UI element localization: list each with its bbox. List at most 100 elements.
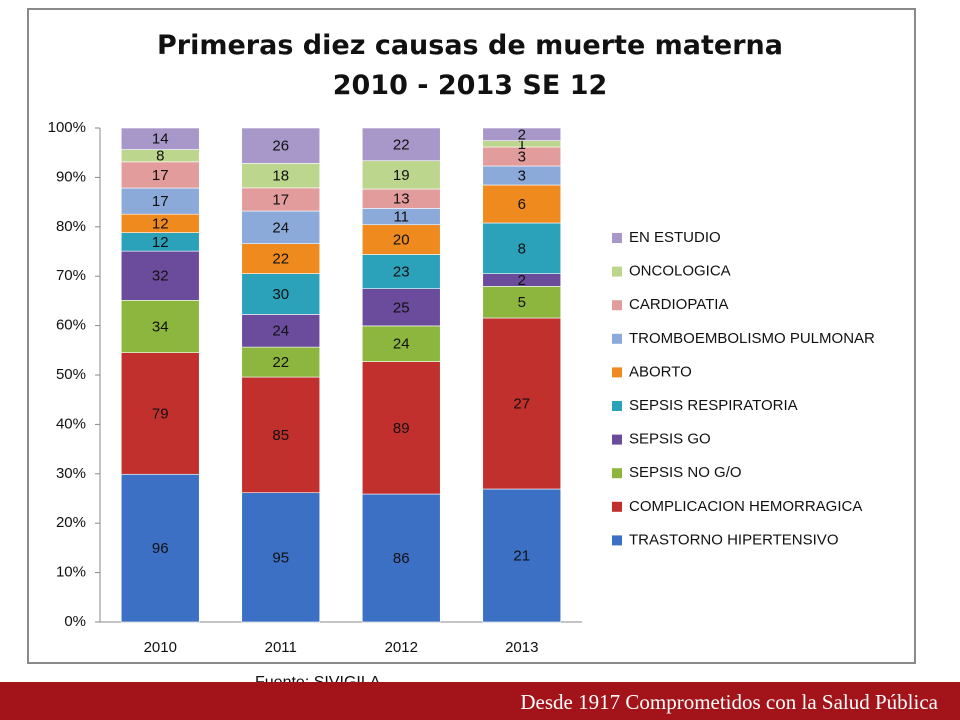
legend-label: EN ESTUDIO [629, 229, 721, 246]
data-label: 22 [272, 354, 289, 371]
x-tick-label: 2012 [385, 639, 418, 656]
chart-title: Primeras diez causas de muerte materna 2… [157, 30, 783, 101]
bar-segment [361, 224, 441, 255]
bar-segment [361, 288, 441, 327]
data-label: 25 [393, 299, 410, 316]
legend-swatch [612, 300, 622, 311]
legend-label: CARDIOPATIA [629, 296, 728, 313]
data-label: 1 [518, 136, 526, 153]
legend-label: ABORTO [629, 363, 692, 380]
data-label: 13 [393, 191, 410, 208]
bar-segment [361, 493, 441, 623]
y-tick-label: 20% [56, 514, 86, 531]
data-label: 96 [152, 540, 169, 557]
data-label: 12 [152, 215, 169, 232]
data-label: 24 [393, 336, 410, 353]
data-label: 14 [152, 131, 169, 148]
bar-segment [482, 488, 562, 623]
data-label: 89 [393, 420, 410, 437]
legend-swatch [612, 367, 622, 378]
bar-segment [241, 346, 321, 378]
data-label: 5 [518, 294, 526, 311]
y-tick-label: 10% [56, 564, 86, 581]
y-tick-label: 70% [56, 267, 86, 284]
data-label: 34 [152, 318, 169, 335]
legend-swatch [612, 434, 622, 445]
data-label: 85 [272, 427, 289, 444]
y-tick-label: 0% [64, 613, 86, 630]
legend-label: TRASTORNO HIPERTENSIVO [629, 531, 838, 548]
bar-segment [241, 273, 321, 315]
y-tick-label: 40% [56, 415, 86, 432]
data-label: 8 [518, 240, 526, 257]
bar-segment [120, 127, 200, 150]
y-tick-label: 30% [56, 465, 86, 482]
legend-swatch [612, 401, 622, 411]
bar-segment [241, 163, 321, 189]
data-label: 24 [272, 323, 289, 340]
data-label: 32 [152, 268, 169, 285]
legend-label: ONCOLOGICA [629, 263, 731, 280]
legend-swatch [612, 501, 622, 512]
data-label: 22 [393, 136, 410, 153]
data-label: 21 [513, 547, 530, 564]
data-label: 2 [518, 272, 526, 289]
data-label: 3 [518, 167, 526, 184]
bar-segment [361, 160, 441, 190]
bar-segment [361, 325, 441, 362]
x-tick-label: 2013 [505, 639, 538, 656]
bar-segment [241, 376, 321, 494]
data-label: 17 [152, 193, 169, 210]
legend-label: SEPSIS GO [629, 431, 711, 448]
data-label: 11 [393, 209, 409, 226]
bar-segment [482, 317, 562, 490]
y-tick-label: 60% [56, 317, 86, 334]
footer-text: Desde 1917 Comprometidos con la Salud Pú… [520, 690, 938, 714]
legend-swatch [612, 535, 622, 546]
data-label: 22 [272, 251, 289, 268]
legend-swatch [612, 468, 622, 479]
chart-frame [27, 8, 916, 664]
x-tick-label: 2011 [265, 639, 297, 656]
bar-segment [120, 300, 200, 353]
data-label: 17 [152, 167, 169, 184]
y-tick-label: 100% [48, 119, 86, 136]
bar-segment [482, 127, 562, 141]
data-label: 95 [272, 549, 289, 566]
bar-segment [120, 250, 200, 301]
bar-segment [241, 314, 321, 348]
legend-label: SEPSIS NO G/O [629, 464, 742, 481]
bar-segment [241, 127, 321, 164]
bar-segment [482, 222, 562, 274]
bar-segment [120, 473, 200, 623]
legend-swatch [612, 333, 622, 344]
legend-label: COMPLICACION HEMORRAGICA [629, 498, 862, 515]
data-label: 6 [518, 196, 526, 213]
data-label: 3 [518, 148, 526, 165]
y-tick-label: 80% [56, 218, 86, 235]
data-label: 23 [393, 264, 410, 281]
data-label: 17 [272, 191, 289, 208]
data-label: 86 [393, 550, 410, 567]
data-label: 30 [272, 286, 289, 303]
bar-segment [361, 361, 441, 495]
data-label: 8 [156, 148, 164, 165]
data-label: 27 [513, 395, 530, 412]
bar-segment [241, 492, 321, 623]
legend-label: TROMBOEMBOLISMO PULMONAR [629, 330, 875, 347]
y-tick-label: 50% [56, 366, 86, 383]
legend-swatch [612, 266, 622, 277]
data-label: 2 [518, 126, 526, 143]
data-label: 19 [393, 167, 410, 184]
bar-segment [361, 254, 441, 289]
legend-swatch [612, 233, 622, 243]
data-label: 12 [152, 234, 169, 251]
y-tick-label: 90% [56, 168, 86, 185]
bar-segment [241, 243, 321, 274]
bar-segment [482, 286, 562, 319]
data-label: 79 [152, 405, 169, 422]
bar-segment [241, 210, 321, 244]
footer-band [0, 682, 960, 720]
